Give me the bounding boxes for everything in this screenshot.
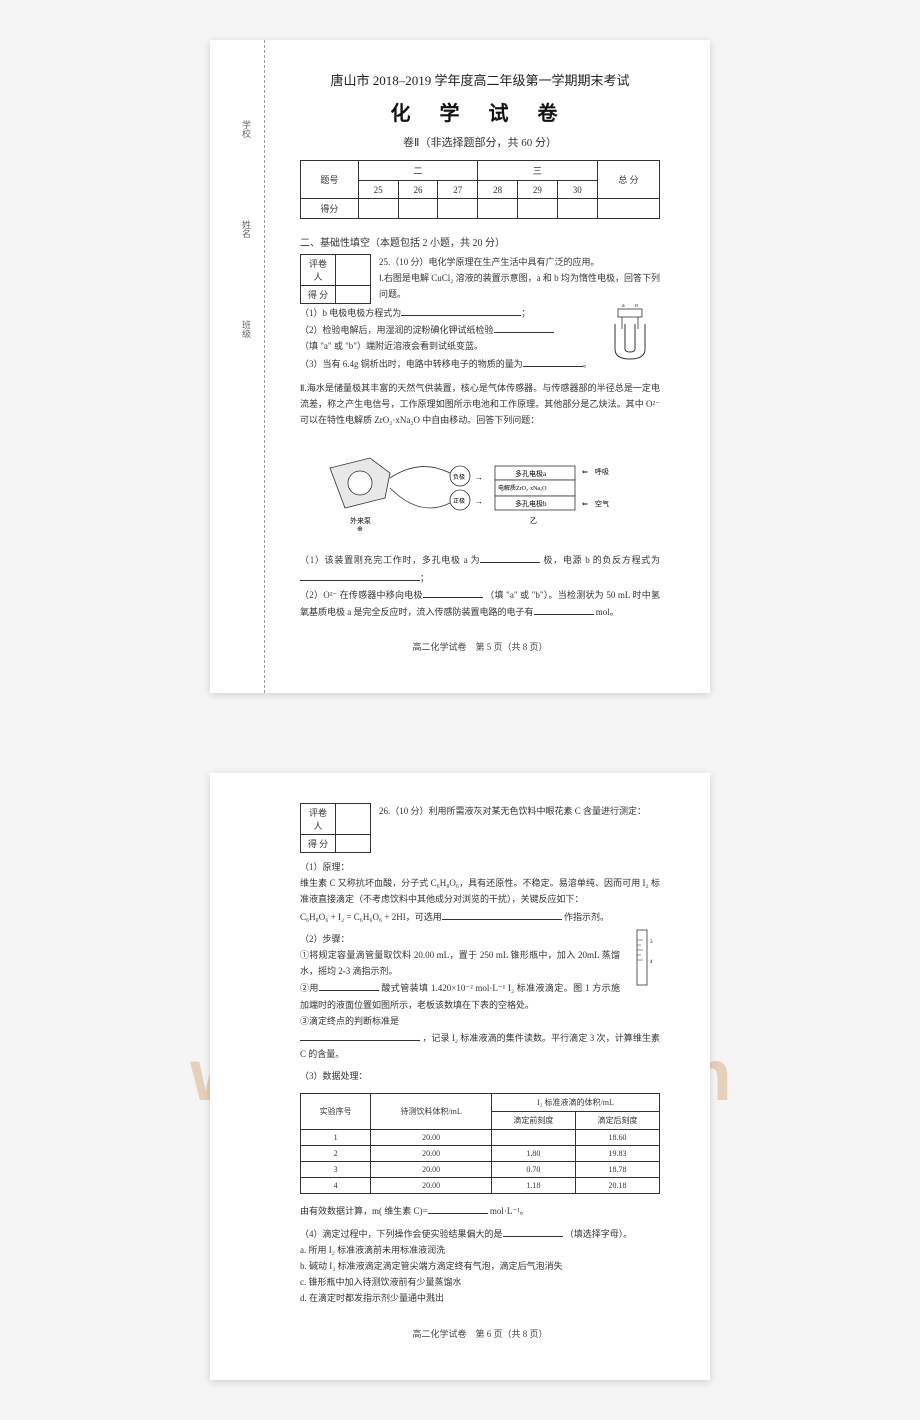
q26-step1: （1）原理： 维生素 C 又称抗坏血酸，分子式 C₆H₈O₆，具有还原性。不稳定… <box>300 859 660 925</box>
u-tube-diagram: a b <box>600 304 660 367</box>
svg-text:4: 4 <box>650 960 653 965</box>
svg-text:乙: 乙 <box>530 517 537 525</box>
svg-text:3: 3 <box>650 940 653 945</box>
blank <box>428 1202 488 1214</box>
svg-text:→: → <box>475 497 483 506</box>
page-2: www.bdocx.com 评卷人 得 分 26.（10 分）利用所需液灰对某无… <box>0 733 920 1420</box>
blank <box>534 603 594 615</box>
blank <box>442 908 562 920</box>
blank <box>300 569 420 581</box>
table-row: 得分 <box>301 199 660 219</box>
table-row: 1 20.00 18.60 <box>301 1129 660 1145</box>
svg-text:多孔电极b: 多孔电极b <box>515 499 547 508</box>
exam-paper-1: 学校 姓名 班级 唐山市 2018–2019 学年度高二年级第一学期期末考试 化… <box>210 40 710 693</box>
blank <box>523 355 583 367</box>
blank <box>480 551 540 563</box>
q26-step3-label: （3）数据处理： <box>300 1068 660 1084</box>
q26-step2: （2）步骤： ①将规定容量滴管量取饮料 20.00 mL，置于 250 mL 锥… <box>300 931 660 1063</box>
table-row: 4 20.00 1.18 20.18 <box>301 1177 660 1193</box>
blank <box>300 1029 420 1041</box>
blank <box>503 1225 563 1237</box>
binding-label-class: 班级 <box>240 320 253 338</box>
option-b: b. 碱动 I₂ 标准液滴定滴定管尖端方滴定终有气泡，滴定后气泡消失 <box>300 1261 563 1271</box>
option-c: c. 锥形瓶中加入待测饮液前有少量蒸馏水 <box>300 1277 462 1287</box>
blank <box>423 586 483 598</box>
page-1: 学校 姓名 班级 唐山市 2018–2019 学年度高二年级第一学期期末考试 化… <box>0 0 920 733</box>
reviewer-box: 评卷人 得 分 <box>300 254 371 304</box>
exam-title: 唐山市 2018–2019 学年度高二年级第一学期期末考试 <box>300 70 660 89</box>
table-row: 3 20.00 0.70 18.78 <box>301 1161 660 1177</box>
svg-text:a: a <box>622 304 625 309</box>
blank <box>319 979 379 991</box>
svg-text:b: b <box>635 304 638 309</box>
binding-margin: 学校 姓名 班级 <box>235 40 265 693</box>
q26-step4: （4）滴定过程中，下列操作会使实验结果偏大的是 （填选择字母）。 a. 所用 I… <box>300 1225 660 1307</box>
option-a: a. 所用 I₂ 标准液滴前未用标准液润洗 <box>300 1245 445 1255</box>
exam-paper-2: 评卷人 得 分 26.（10 分）利用所需液灰对某无色饮料中眼花素 C 含量进行… <box>210 773 710 1380</box>
data-table: 实验序号 待测饮料体积/mL I₂ 标准液滴的体积/mL 滴定前刻度 滴定后刻度… <box>300 1093 660 1194</box>
svg-text:正极: 正极 <box>453 497 465 505</box>
q25-part2-intro: Ⅱ.海水是储量极其丰富的天然气供装置，核心是气体传感器。与传感器部的半径总是一定… <box>300 380 660 429</box>
page-footer-2: 高二化学试卷 第 6 页（共 8 页） <box>300 1327 660 1340</box>
binding-label-school: 学校 <box>240 120 253 138</box>
blank <box>494 321 554 333</box>
binding-label-name: 姓名 <box>240 220 253 238</box>
svg-text:⇐: ⇐ <box>582 500 588 508</box>
score-table: 题号 二 三 总 分 25 26 27 28 29 30 得分 <box>300 160 660 219</box>
q26-calc: 由有效数据计算，m( 维生素 C)= mol·L⁻¹。 <box>300 1202 660 1219</box>
svg-text:⇐: ⇐ <box>582 468 588 476</box>
svg-text:⊕: ⊕ <box>357 525 363 533</box>
svg-text:空气: 空气 <box>595 499 609 508</box>
reviewer-box-2: 评卷人 得 分 <box>300 803 371 853</box>
svg-text:电解质ZrO₂·xNa₂O: 电解质ZrO₂·xNa₂O <box>498 484 547 492</box>
burette-diagram: 3 4 <box>625 925 660 998</box>
svg-text:→: → <box>475 473 483 482</box>
q25-ii-questions: （1）该装置刚充完工作时，多孔电极 a 为 极，电源 b 的负反方程式为； （2… <box>300 551 660 620</box>
svg-text:多孔电极a: 多孔电极a <box>515 469 547 478</box>
pump-label: 外来泵 <box>350 516 371 525</box>
sensor-diagram: 外来泵 ⊕ 负极 正极 → → 多孔电极a 电解质ZrO₂·xNa₂O 多孔电极… <box>300 438 660 541</box>
svg-text:负极: 负极 <box>453 473 465 481</box>
table-row: 2 20.00 1.80 19.83 <box>301 1145 660 1161</box>
section-label: 卷Ⅱ（非选择题部分，共 60 分） <box>300 134 660 150</box>
blank <box>401 304 521 316</box>
table-row: 实验序号 待测饮料体积/mL I₂ 标准液滴的体积/mL <box>301 1093 660 1111</box>
page-footer-1: 高二化学试卷 第 5 页（共 8 页） <box>300 640 660 653</box>
svg-text:呼吸: 呼吸 <box>595 467 609 476</box>
table-row: 题号 二 三 总 分 <box>301 161 660 181</box>
exam-subtitle: 化 学 试 卷 <box>300 97 660 126</box>
section-2-heading: 二、基础性填空（本题包括 2 小题，共 20 分） <box>300 234 660 249</box>
